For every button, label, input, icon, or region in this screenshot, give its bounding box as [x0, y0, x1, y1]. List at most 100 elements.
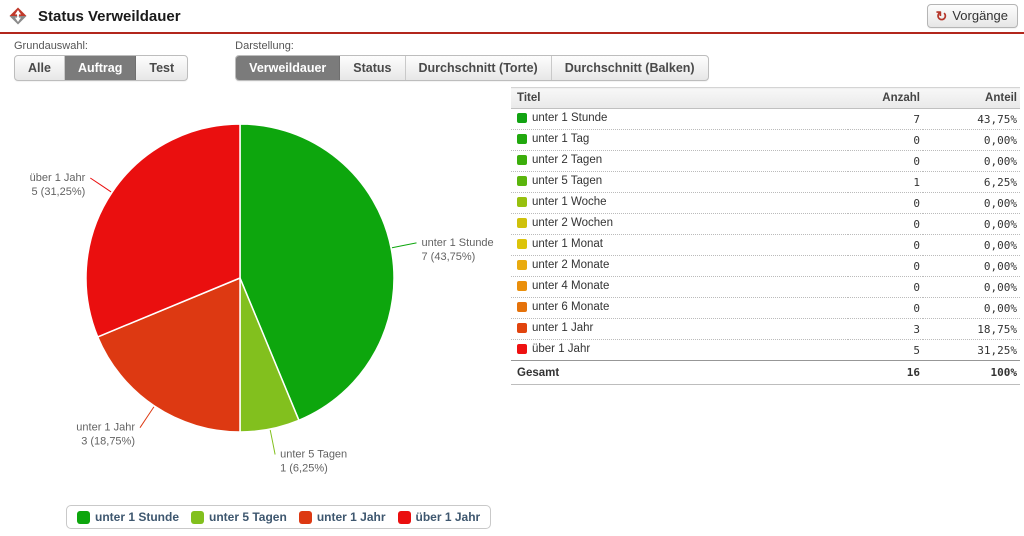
row-titel-cell: unter 5 Tagen: [511, 171, 848, 193]
row-titel-cell: unter 2 Tagen: [511, 150, 848, 172]
row-anteil-cell: 0,00%: [923, 276, 1020, 298]
row-color-swatch: [517, 155, 527, 165]
row-titel-cell: unter 1 Stunde: [511, 108, 848, 130]
darstellung-group: Verweildauer Status Durchschnitt (Torte)…: [235, 55, 709, 81]
row-label: unter 4 Monate: [532, 280, 610, 292]
table-row: unter 2 Monate 0 0,00%: [511, 255, 1020, 277]
row-label: unter 1 Tag: [532, 133, 590, 145]
filter-button-durchschnitt-torte[interactable]: Durchschnitt (Torte): [406, 56, 552, 80]
pie-label-name: unter 1 Jahr: [76, 422, 135, 434]
row-anteil-cell: 6,25%: [923, 171, 1020, 193]
filter-button-verweildauer[interactable]: Verweildauer: [236, 56, 341, 80]
row-label: unter 5 Tagen: [532, 175, 603, 187]
chart-legend: unter 1 Stunde unter 5 Tagen unter 1 Jahr ü…: [66, 505, 492, 529]
pie-label-connector: [269, 429, 276, 455]
row-anzahl-cell: 0: [848, 192, 923, 214]
filter-button-test[interactable]: Test: [149, 61, 175, 75]
pie-label-connector: [90, 177, 112, 193]
pie-label-value: 5 (31,25%): [31, 186, 85, 198]
page-title: Status Verweildauer: [38, 7, 181, 25]
legend-swatch-icon: [77, 510, 90, 524]
filter-button-auftrag[interactable]: Auftrag: [64, 56, 137, 80]
pie-label-name: unter 1 Stunde: [422, 237, 494, 249]
filter-button-durchschnitt-balken[interactable]: Durchschnitt (Balken): [564, 61, 695, 75]
row-anzahl-cell: 0: [848, 255, 923, 277]
row-color-swatch: [517, 134, 527, 144]
pie-label-name: unter 5 Tagen: [280, 449, 347, 461]
table-row: über 1 Jahr 5 31,25%: [511, 339, 1020, 361]
row-titel-cell: unter 4 Monate: [511, 276, 848, 298]
pie-slice-unter-1-jahr[interactable]: [96, 277, 241, 433]
red-divider: [0, 32, 1024, 34]
row-color-swatch: [517, 239, 527, 249]
row-color-swatch: [517, 323, 527, 333]
filter-button-status[interactable]: Status: [340, 56, 406, 80]
row-label: unter 1 Jahr: [532, 322, 594, 334]
row-anzahl-cell: 0: [848, 234, 923, 256]
row-label: unter 2 Wochen: [532, 217, 613, 229]
pie-label-connector: [139, 406, 155, 428]
filter-button-alle[interactable]: Alle: [15, 56, 65, 80]
row-anteil-cell: 0,00%: [923, 255, 1020, 277]
table-row: unter 1 Tag 0 0,00%: [511, 129, 1020, 151]
table-header-row: Titel Anzahl Anteil: [511, 87, 1020, 109]
table-row: unter 4 Monate 0 0,00%: [511, 276, 1020, 298]
topbar: Status Verweildauer ↻ Vorgänge: [0, 0, 1024, 32]
row-label: unter 6 Monate: [532, 301, 610, 313]
row-anzahl-cell: 5: [848, 339, 923, 361]
row-color-swatch: [517, 344, 527, 354]
legend-item[interactable]: über 1 Jahr: [397, 510, 480, 524]
refresh-icon: ↻: [935, 7, 948, 24]
row-titel-cell: unter 1 Monat: [511, 234, 848, 256]
row-anzahl-cell: 0: [848, 213, 923, 235]
pie-slice-unter-1-stunde[interactable]: [239, 123, 395, 422]
grundauswahl-label: Grundauswahl:: [14, 40, 88, 52]
row-anteil-cell: 0,00%: [923, 150, 1020, 172]
pie-label-value: 3 (18,75%): [81, 436, 135, 448]
row-label: unter 1 Monat: [532, 238, 603, 250]
row-anteil-cell: 18,75%: [923, 318, 1020, 340]
pie-label-name: über 1 Jahr: [30, 172, 86, 184]
row-anteil-cell: 0,00%: [923, 213, 1020, 235]
row-titel-cell: über 1 Jahr: [511, 339, 848, 361]
column-header-titel: Titel: [511, 87, 848, 109]
table-total-row: Gesamt 16 100%: [511, 360, 1020, 385]
row-anteil-cell: 0,00%: [923, 192, 1020, 214]
status-diamond-icon: [9, 7, 27, 25]
row-anzahl-cell: 0: [848, 129, 923, 151]
table-row: unter 1 Monat 0 0,00%: [511, 234, 1020, 256]
table-row: unter 1 Stunde 7 43,75%: [511, 108, 1020, 130]
row-anzahl-cell: 0: [848, 150, 923, 172]
pie-slice-über-1-jahr[interactable]: [85, 123, 241, 338]
legend-item[interactable]: unter 5 Tagen: [191, 510, 287, 524]
pie-label-value: 1 (6,25%): [280, 463, 328, 475]
legend-swatch-icon: [298, 510, 312, 524]
row-color-swatch: [517, 176, 527, 186]
row-anzahl-cell: 1: [848, 171, 923, 193]
row-titel-cell: unter 2 Wochen: [511, 213, 848, 235]
filter-darstellung: Darstellung: Verweildauer Status Durchsc…: [235, 40, 709, 81]
legend-item[interactable]: unter 1 Stunde: [77, 510, 179, 524]
row-color-swatch: [517, 260, 527, 270]
row-anteil-cell: 0,00%: [923, 297, 1020, 319]
row-titel-cell: unter 6 Monate: [511, 297, 848, 319]
row-titel-cell: unter 2 Monate: [511, 255, 848, 277]
row-anzahl-cell: 3: [848, 318, 923, 340]
row-label: unter 1 Woche: [532, 196, 607, 208]
table-row: unter 5 Tagen 1 6,25%: [511, 171, 1020, 193]
row-label: über 1 Jahr: [532, 343, 591, 355]
row-anzahl-cell: 0: [848, 297, 923, 319]
row-color-swatch: [517, 218, 527, 228]
legend-swatch-icon: [191, 510, 205, 524]
legend-swatch-icon: [397, 510, 411, 524]
legend-item[interactable]: unter 1 Jahr: [298, 510, 386, 524]
filter-bar: Grundauswahl: Alle Auftrag Test Darstell…: [14, 40, 709, 81]
row-titel-cell: unter 1 Jahr: [511, 318, 848, 340]
row-color-swatch: [517, 302, 527, 312]
row-label: unter 2 Monate: [532, 259, 610, 271]
table-row: unter 2 Wochen 0 0,00%: [511, 213, 1020, 235]
row-anzahl-cell: 7: [848, 108, 923, 130]
refresh-vorgaenge-button[interactable]: ↻ Vorgänge: [926, 4, 1018, 28]
table-row: unter 6 Monate 0 0,00%: [511, 297, 1020, 319]
row-titel-cell: unter 1 Tag: [511, 129, 848, 151]
